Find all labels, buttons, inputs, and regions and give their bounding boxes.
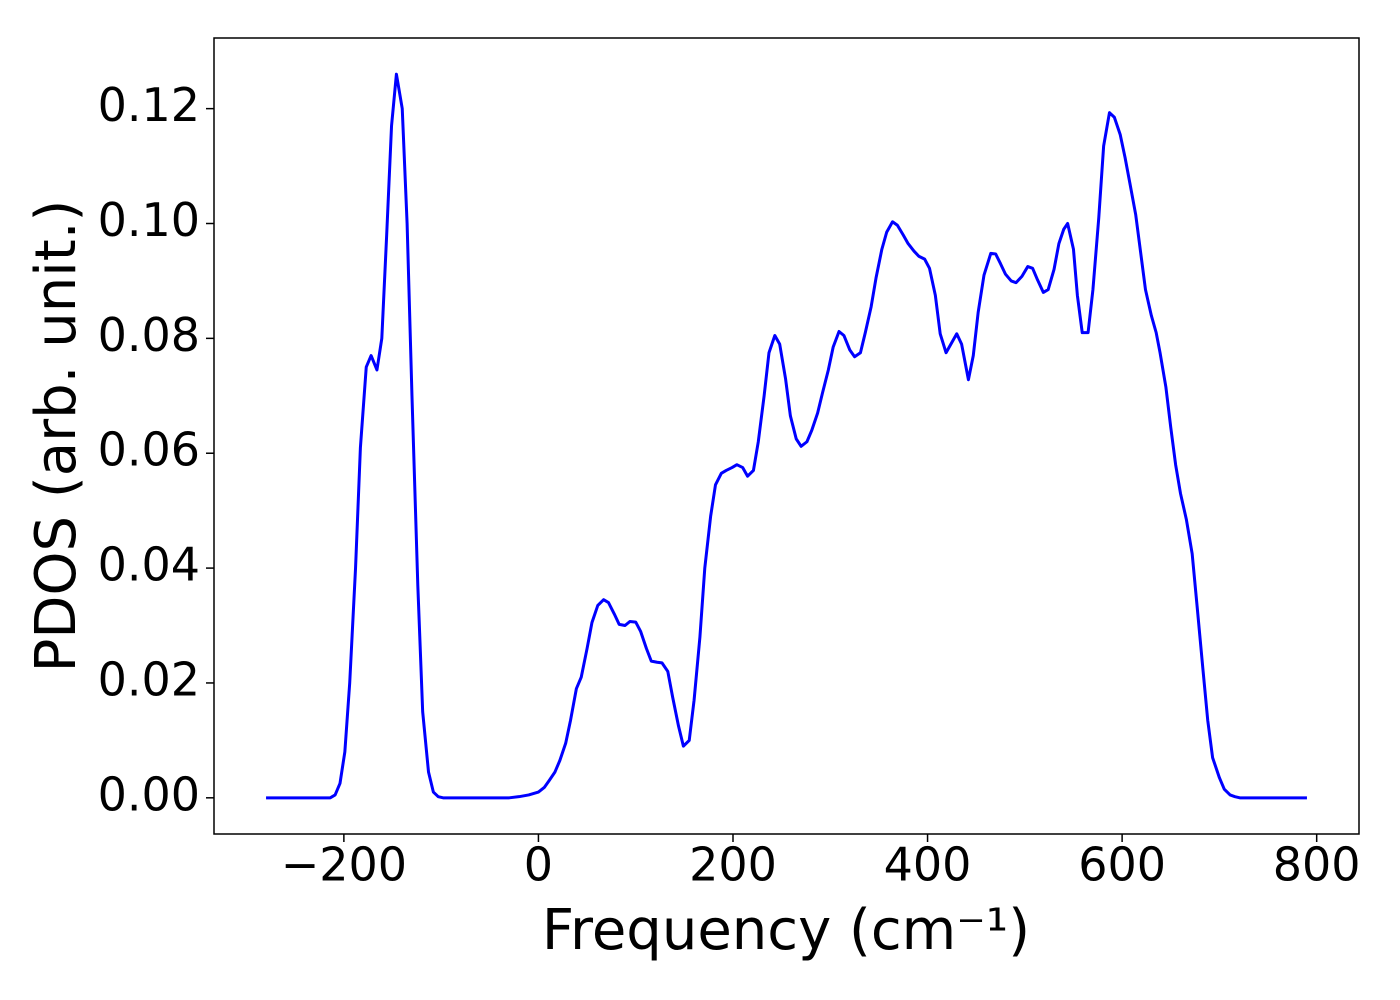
y-tick-label: 0.00 — [98, 767, 200, 821]
y-tick-label: 0.02 — [98, 652, 200, 706]
x-axis-label: Frequency (cm⁻¹) — [542, 898, 1030, 963]
line — [266, 72, 1307, 800]
y-tick-label: 0.08 — [98, 308, 200, 362]
y-tick-label: 0.06 — [98, 423, 200, 477]
plot-frame — [213, 37, 1360, 835]
x-tick-label: 400 — [884, 838, 972, 892]
y-axis-label: PDOS (arb. unit.) — [24, 200, 89, 673]
y-tick-label: 0.10 — [98, 193, 200, 247]
x-tick-label: −200 — [281, 838, 407, 892]
x-tick-label: 600 — [1078, 838, 1166, 892]
y-tick-label: 0.04 — [98, 538, 200, 592]
x-tick-label: 0 — [524, 838, 553, 892]
y-tick-label: 0.12 — [98, 78, 200, 132]
x-tick-label: 200 — [689, 838, 777, 892]
x-tick-label: 800 — [1273, 838, 1361, 892]
